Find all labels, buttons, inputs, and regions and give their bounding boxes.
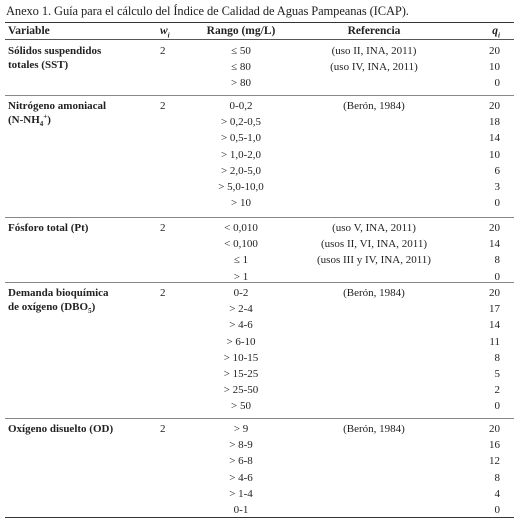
range-value: > 1,0-2,0 [220, 149, 262, 161]
q-value: 8 [494, 472, 501, 484]
q-value: 0 [494, 197, 501, 209]
range-value: ≤ 80 [231, 61, 251, 73]
range-value: ≤ 1 [233, 254, 249, 266]
reference-value: (uso II, INA, 2011) [331, 45, 417, 57]
q-value: 8 [494, 254, 501, 266]
q-value: 20 [489, 222, 500, 234]
range-value: > 5,0-10,0 [218, 181, 264, 193]
q-value: 14 [489, 132, 500, 144]
q-value: 0 [494, 504, 501, 516]
reference-value: (uso IV, INA, 2011) [330, 61, 418, 73]
range-value: > 1 [233, 271, 249, 283]
range-value: > 1-4 [229, 488, 253, 500]
range-value: 0-1 [233, 504, 249, 516]
variable-name: Nitrógeno amoniacal (N-NH4+) [8, 100, 107, 129]
range-value: > 9 [233, 423, 249, 435]
q-value: 20 [489, 45, 500, 57]
top-rule [5, 22, 514, 23]
header-referencia: Referencia [347, 25, 401, 37]
q-value: 0 [494, 271, 501, 283]
table-caption: Anexo 1. Guía para el cálculo del Índice… [6, 4, 409, 18]
weight-value: 2 [160, 222, 166, 234]
range-value: ≤ 50 [231, 45, 251, 57]
group-separator [5, 282, 514, 283]
header-rango: Rango (mg/L) [206, 25, 276, 37]
weight-value: 2 [160, 100, 166, 112]
header-q: qi [492, 25, 500, 40]
group-separator [5, 217, 514, 218]
group-separator [5, 418, 514, 419]
range-value: > 4-6 [229, 472, 253, 484]
q-value: 16 [489, 439, 500, 451]
range-value: > 2,0-5,0 [220, 165, 262, 177]
range-value: 0-0,2 [229, 100, 253, 112]
reference-value: (Berón, 1984) [343, 100, 405, 112]
weight-value: 2 [160, 423, 166, 435]
bottom-rule [5, 517, 514, 518]
q-value: 14 [489, 238, 500, 250]
reference-value: (usos II, VI, INA, 2011) [320, 238, 427, 250]
group-separator [5, 95, 514, 96]
range-value: > 0,5-1,0 [220, 132, 262, 144]
reference-value: (Berón, 1984) [343, 423, 405, 435]
variable-name: Sólidos suspendidos totales (SST) [8, 45, 102, 71]
range-value: > 2-4 [229, 303, 253, 315]
header-variable: Variable [8, 25, 50, 37]
q-value: 2 [494, 384, 501, 396]
q-value: 12 [489, 455, 500, 467]
reference-value: (uso V, INA, 2011) [332, 222, 416, 234]
range-value: > 10-15 [223, 352, 259, 364]
weight-value: 2 [160, 287, 166, 299]
q-value: 3 [494, 181, 501, 193]
q-value: 18 [489, 116, 500, 128]
range-value: > 0,2-0,5 [220, 116, 262, 128]
q-value: 10 [489, 149, 500, 161]
header-weight: wi [160, 25, 170, 40]
header-rule [5, 39, 514, 40]
q-value: 6 [494, 165, 501, 177]
range-value: > 25-50 [223, 384, 259, 396]
range-value: > 6-8 [229, 455, 253, 467]
q-value: 20 [489, 287, 500, 299]
q-value: 11 [489, 336, 500, 348]
q-value: 0 [494, 400, 501, 412]
reference-value: (Berón, 1984) [343, 287, 405, 299]
range-value: < 0,100 [224, 238, 258, 250]
q-value: 17 [489, 303, 500, 315]
range-value: > 4-6 [229, 319, 253, 331]
q-value: 10 [489, 61, 500, 73]
reference-value: (usos III y IV, INA, 2011) [317, 254, 431, 266]
q-value: 8 [494, 352, 501, 364]
range-value: > 15-25 [223, 368, 259, 380]
q-value: 14 [489, 319, 500, 331]
range-value: < 0,010 [224, 222, 258, 234]
variable-name: Fósforo total (Pt) [8, 222, 89, 234]
q-value: 0 [494, 77, 501, 89]
q-value: 4 [494, 488, 501, 500]
range-value: > 80 [231, 77, 251, 89]
weight-value: 2 [160, 45, 166, 57]
variable-name: Oxígeno disuelto (OD) [8, 423, 114, 435]
range-value: 0-2 [233, 287, 249, 299]
range-value: > 50 [231, 400, 251, 412]
range-value: > 6-10 [226, 336, 256, 348]
q-value: 5 [494, 368, 501, 380]
q-value: 20 [489, 423, 500, 435]
q-value: 20 [489, 100, 500, 112]
variable-name: Demanda bioquímica de oxígeno (DBO5) [8, 287, 109, 316]
range-value: > 8-9 [229, 439, 253, 451]
range-value: > 10 [231, 197, 251, 209]
